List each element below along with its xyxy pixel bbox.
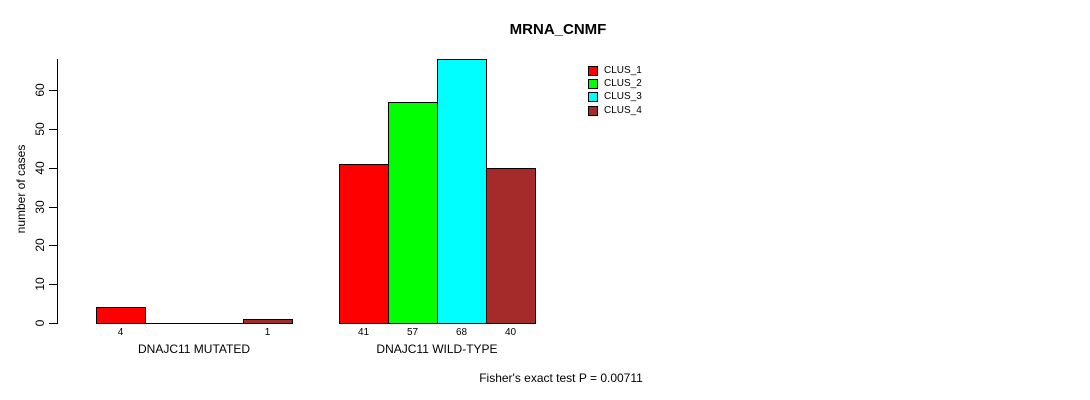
bar-clus_1-2 [339, 164, 389, 324]
y-axis-tick-label: 60 [33, 83, 47, 97]
y-axis-tick [49, 90, 57, 91]
y-axis-tick-label: 0 [33, 319, 47, 327]
legend-label-clus_4: CLUS_4 [604, 105, 642, 116]
bar-clus_4-1 [243, 319, 293, 324]
bar-clus_1-1 [96, 307, 146, 324]
fisher-test-annotation: Fisher's exact test P = 0.00711 [479, 371, 643, 385]
chart-title: MRNA_CNMF [509, 21, 607, 38]
legend-swatch-clus_1 [588, 66, 598, 76]
y-axis-tick [49, 207, 57, 208]
bar-value-label: 41 [357, 327, 370, 338]
y-axis-label: number of cases [14, 144, 28, 234]
y-axis-tick-label: 30 [33, 200, 47, 214]
legend-swatch-clus_2 [588, 79, 598, 89]
y-axis-tick [49, 245, 57, 246]
y-axis-tick [49, 323, 57, 324]
legend-swatch-clus_4 [588, 106, 598, 116]
bar-clus_4-2 [486, 168, 536, 324]
legend-label-clus_3: CLUS_3 [604, 91, 642, 102]
bar-value-label: 57 [406, 327, 419, 338]
y-axis-tick-label: 10 [33, 277, 47, 291]
bar-clus_2-2 [388, 102, 438, 324]
legend-swatch-clus_3 [588, 92, 598, 102]
y-axis-tick-label: 20 [33, 238, 47, 252]
y-axis-tick-label: 50 [33, 122, 47, 136]
legend-label-clus_2: CLUS_2 [604, 78, 642, 89]
category-label-2: DNAJC11 WILD-TYPE [376, 342, 498, 356]
bar-value-label: 40 [504, 327, 517, 338]
category-label-1: DNAJC11 MUTATED [137, 342, 251, 356]
y-axis-tick [49, 129, 57, 130]
legend-label-clus_1: CLUS_1 [604, 65, 642, 76]
y-axis-line [57, 59, 58, 324]
y-axis-tick-label: 40 [33, 161, 47, 175]
bar-group-baseline [96, 323, 293, 324]
bar-value-label: 4 [117, 327, 124, 338]
y-axis-tick [49, 284, 57, 285]
bar-value-label: 68 [455, 327, 468, 338]
bar-clus_3-2 [437, 59, 487, 324]
bar-value-label: 1 [264, 327, 271, 338]
y-axis-tick [49, 168, 57, 169]
